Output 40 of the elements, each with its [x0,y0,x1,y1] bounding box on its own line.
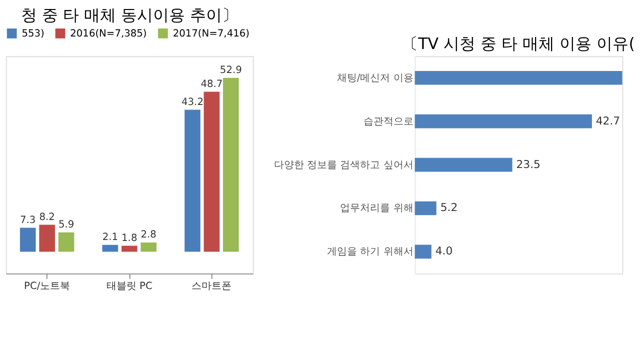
bar [20,228,36,252]
bar [121,246,138,252]
data-label: 42.7 [596,114,620,128]
bar [414,114,592,128]
bar [140,242,156,252]
chart-title: 청 중 타 매체 동시이용 추이〕 [20,6,238,25]
legend-label: 2017(N=7,416) [172,28,250,40]
bar [58,232,74,252]
data-label: 2.8 [140,230,156,241]
x-tick-label: PC/노트북 [24,280,70,292]
data-label: 8.2 [39,212,55,223]
data-label: 5.9 [58,219,74,230]
legend-label: 2016(N=7,385) [70,28,147,40]
legend-label: 553) [22,28,44,40]
data-label: 1.8 [122,232,138,244]
x-tick-label: 스마트폰 [192,280,232,292]
bar [414,201,436,216]
bar [102,244,118,252]
bar [184,110,200,252]
y-tick-label: 업무처리를 위해 [340,203,414,214]
data-label: 7.3 [20,214,36,226]
bar [414,70,622,85]
x-tick-label: 태블릿 PC [106,280,152,292]
bar [39,224,55,252]
data-label: 5.2 [440,201,458,214]
chart-title: 〔TV 시청 중 타 매체 이용 이유( [402,34,635,54]
data-label: 23.5 [516,158,540,171]
bar [414,158,512,172]
y-tick-label: 게임을 하기 위해서 [327,246,414,258]
y-tick-label: 다양한 정보를 검색하고 싶어서 [274,160,414,171]
data-label: 2.1 [102,232,118,243]
data-label: 43.2 [182,96,204,108]
bar [222,78,239,252]
bar [414,244,432,259]
data-label: 48.7 [200,78,223,90]
bar [204,92,220,252]
data-label: 4.0 [435,244,453,258]
y-tick-label: 채팅/메신저 이용 [336,72,414,84]
y-tick-label: 습관적으로 [363,116,414,128]
data-label: 52.9 [220,64,242,76]
